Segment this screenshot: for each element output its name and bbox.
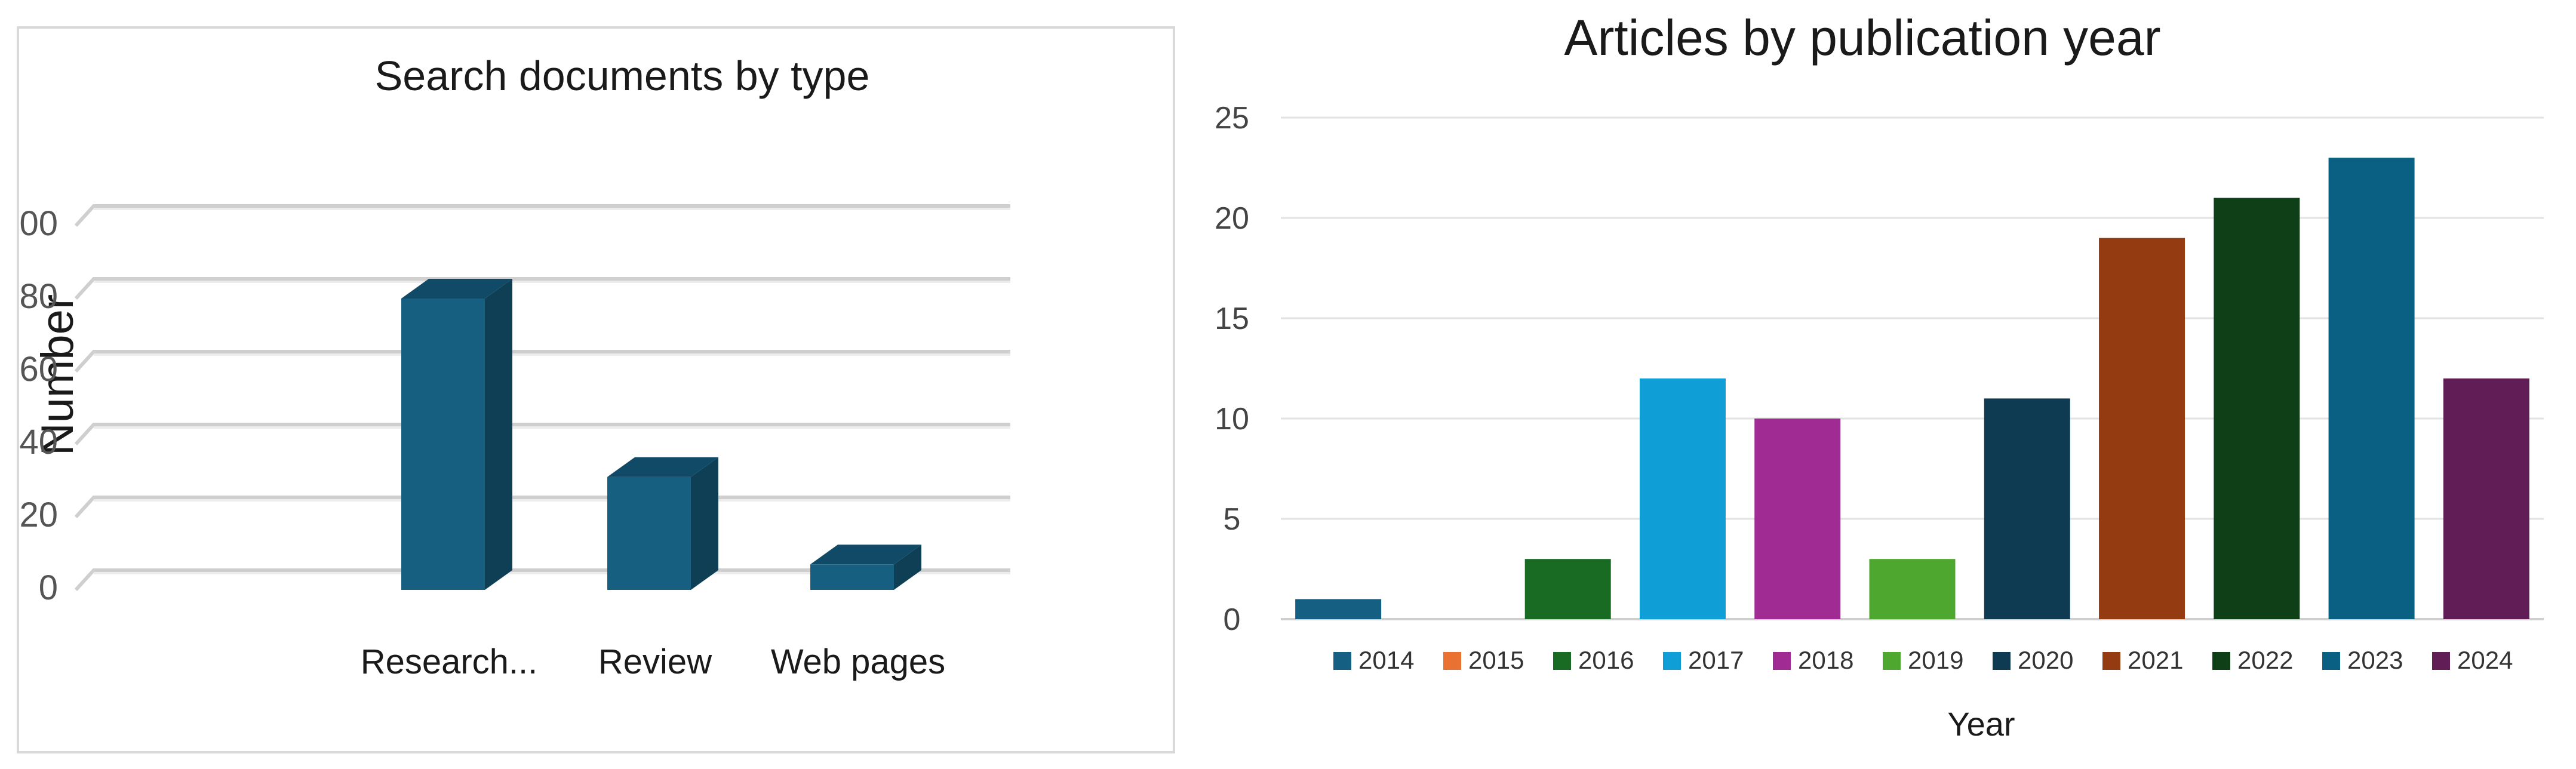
- gridline: [74, 423, 1010, 446]
- bar-top: [401, 279, 512, 299]
- bar-side: [894, 545, 921, 590]
- legend-swatch: [2102, 652, 2120, 670]
- bar-2017: [1639, 378, 1726, 619]
- legend-label: 2019: [1908, 646, 1963, 674]
- bar-2020: [1984, 398, 2070, 619]
- y-tick-label: 0: [1224, 602, 1241, 637]
- bar-side: [485, 279, 512, 590]
- legend-item-2015: 2015: [1443, 646, 1524, 674]
- legend-item-2018: 2018: [1773, 646, 1853, 674]
- gridline: [74, 204, 1010, 227]
- legend-label: 2023: [2347, 646, 2403, 674]
- chart-title: Search documents by type: [375, 53, 870, 99]
- bar-top: [810, 545, 921, 565]
- bar-2019: [1869, 559, 1956, 619]
- bar-3: [810, 545, 921, 590]
- legend-swatch: [1883, 652, 1901, 670]
- bar-front: [401, 299, 485, 590]
- legend-label: 2018: [1798, 646, 1853, 674]
- legend-item-2020: 2020: [1993, 646, 2073, 674]
- x-axis-label: Year: [1947, 705, 2015, 743]
- y-tick-label: 100: [19, 204, 58, 243]
- y-tick-label: 20: [19, 496, 58, 534]
- legend-label: 2014: [1358, 646, 1414, 674]
- x-tick-label: Web pages: [771, 642, 945, 681]
- y-tick-label: 5: [1224, 502, 1241, 537]
- legend-label: 2021: [2128, 646, 2183, 674]
- bar-2016: [1524, 559, 1611, 619]
- legend-label: 2015: [1468, 646, 1524, 674]
- legend-item-2017: 2017: [1663, 646, 1744, 674]
- legend-label: 2016: [1578, 646, 1634, 674]
- chart-articles-by-year: Articles by publication year 0510152025 …: [1215, 10, 2544, 743]
- chart-year-panel: Articles by publication year 0 5 10 15 20 25 …: [1185, 0, 2576, 769]
- legend-swatch: [1993, 652, 2011, 670]
- gridline: [74, 350, 1010, 373]
- legend-swatch: [2212, 652, 2230, 670]
- legend-item-2022: 2022: [2212, 646, 2293, 674]
- legend-swatch: [1553, 652, 1571, 670]
- legend-label: 2020: [2018, 646, 2073, 674]
- x-tick-label: Review: [598, 642, 712, 681]
- bar-top: [607, 457, 718, 477]
- legend-label: 2024: [2457, 646, 2513, 674]
- legend-swatch: [1333, 652, 1351, 670]
- legend-swatch: [2322, 652, 2340, 670]
- bar-front: [607, 476, 691, 590]
- y-tick-label: 10: [1215, 402, 1249, 436]
- bar-2022: [2214, 198, 2300, 619]
- gridline: [74, 277, 1010, 300]
- legend-swatch: [1663, 652, 1681, 670]
- chart-type-panel: Search documents by type Number 0 20 40 60 8…: [17, 26, 1175, 753]
- legend-label: 2017: [1688, 646, 1744, 674]
- x-tick-label: Research...: [361, 642, 538, 681]
- bar-1: [401, 279, 512, 590]
- y-tick-label: 60: [19, 350, 58, 389]
- y-tick-label: 40: [19, 423, 58, 462]
- legend-label: 2022: [2237, 646, 2293, 674]
- y-tick-label: 15: [1215, 302, 1249, 336]
- chart-documents-by-type: Search documents by type Number 0 20 40 60 8…: [19, 53, 1010, 681]
- bar-2023: [2328, 158, 2415, 619]
- y-tick-label: 25: [1215, 101, 1249, 136]
- legend-item-2024: 2024: [2432, 646, 2513, 674]
- legend-swatch: [1773, 652, 1791, 670]
- legend-swatch: [2432, 652, 2450, 670]
- bar-2021: [2099, 238, 2185, 620]
- y-tick-label: 0: [39, 568, 58, 607]
- legend-swatch: [1443, 652, 1461, 670]
- bar-2018: [1754, 419, 1841, 619]
- bar-side: [691, 457, 718, 590]
- chart-title: Articles by publication year: [1564, 10, 2160, 66]
- legend-item-2021: 2021: [2102, 646, 2183, 674]
- bar-2024: [2443, 378, 2529, 619]
- legend-item-2023: 2023: [2322, 646, 2403, 674]
- bar-front: [810, 564, 894, 590]
- bar-2: [607, 457, 718, 590]
- y-tick-label: 80: [19, 277, 58, 316]
- y-tick-label: 20: [1215, 201, 1249, 236]
- legend-item-2016: 2016: [1553, 646, 1634, 674]
- legend-item-2019: 2019: [1883, 646, 1963, 674]
- y-axis-label: Number: [32, 294, 83, 456]
- legend-item-2014: 2014: [1333, 646, 1414, 674]
- bar-2014: [1295, 599, 1382, 619]
